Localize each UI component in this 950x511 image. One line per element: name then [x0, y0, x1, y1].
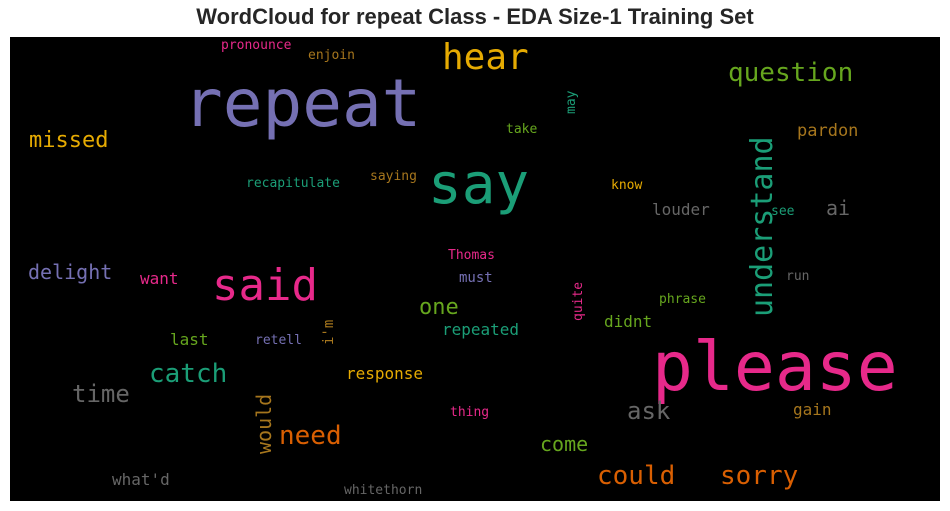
word-need: need	[279, 421, 342, 451]
word-thomas: Thomas	[448, 248, 495, 263]
word-would: would	[252, 394, 276, 454]
word-question: question	[728, 58, 853, 88]
word-could: could	[597, 461, 675, 491]
word-understand: understand	[745, 136, 780, 317]
word-say: say	[428, 152, 529, 217]
word-recapitulate: recapitulate	[246, 176, 340, 191]
word-gain: gain	[793, 400, 832, 419]
word-run: run	[786, 269, 809, 284]
word-please: please	[652, 328, 898, 407]
word-saying: saying	[370, 169, 417, 184]
word-didnt: didnt	[604, 312, 652, 331]
chart-title: WordCloud for repeat Class - EDA Size-1 …	[196, 4, 754, 29]
word-whitethorn: whitethorn	[344, 483, 422, 498]
word-phrase: phrase	[659, 292, 706, 307]
word-missed: missed	[29, 128, 108, 153]
word-louder: louder	[652, 200, 710, 219]
word-ai: ai	[826, 196, 850, 220]
word-enjoin: enjoin	[308, 48, 355, 63]
word-sorry: sorry	[720, 461, 798, 491]
word-repeated: repeated	[442, 320, 519, 339]
word-delight: delight	[28, 260, 112, 284]
word-thing: thing	[450, 405, 489, 420]
word-one: one	[419, 295, 459, 320]
word-hear: hear	[442, 37, 529, 78]
word-take: take	[506, 122, 537, 137]
word-what-d: what'd	[112, 470, 170, 489]
word-repeat: repeat	[183, 65, 421, 142]
word-said: said	[212, 260, 318, 311]
word-time: time	[72, 380, 130, 408]
word-come: come	[540, 432, 588, 456]
word-ask: ask	[627, 397, 671, 425]
word-last: last	[170, 330, 209, 349]
word-may: may	[564, 90, 579, 114]
word-know: know	[611, 178, 642, 193]
word-pronounce: pronounce	[221, 38, 292, 53]
wordcloud-panel: please repeat say said hear understand questio…	[10, 37, 940, 501]
word-response: response	[346, 364, 423, 383]
word-retell: retell	[255, 333, 302, 348]
word-must: must	[459, 270, 493, 286]
word-catch: catch	[149, 359, 227, 389]
word-want: want	[140, 269, 179, 288]
word-pardon: pardon	[797, 121, 858, 141]
word-see: see	[771, 204, 795, 219]
word-quite: quite	[571, 282, 586, 321]
word-i-m: i'm	[321, 320, 337, 345]
